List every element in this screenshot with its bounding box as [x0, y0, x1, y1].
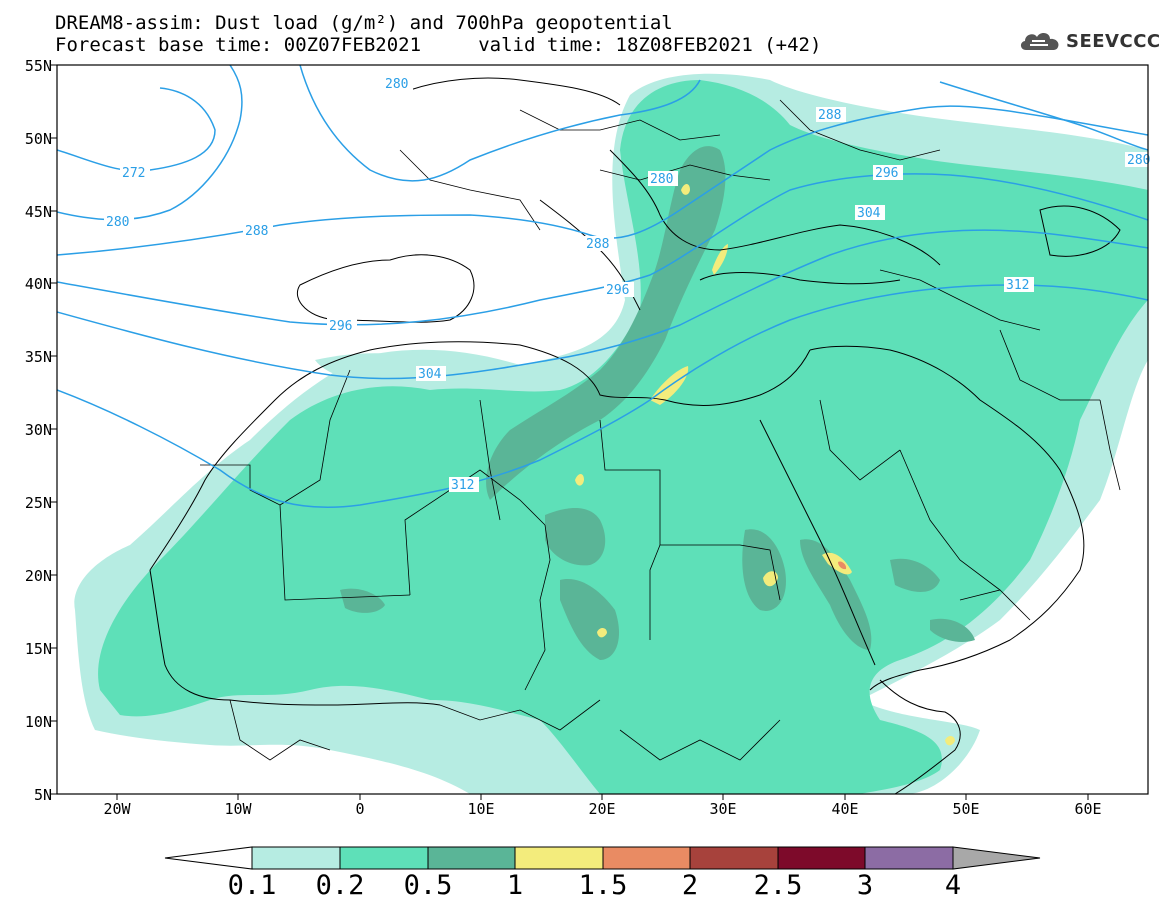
lat-label: 30N [24, 421, 52, 439]
contour-label-288: 288 [586, 237, 609, 252]
contour-labels: 272 280 280 288 280 288 288 296 296 304 … [104, 76, 1150, 493]
lat-label: 10N [24, 713, 52, 731]
contour-label-304: 304 [418, 367, 442, 382]
lon-label: 50E [952, 800, 980, 818]
colorbar-label: 4 [944, 870, 962, 901]
colorbar-label: 2 [681, 870, 699, 901]
lon-label: 10W [224, 800, 252, 818]
colorbar-swatch [602, 846, 691, 870]
colorbar-swatch [251, 846, 341, 870]
colorbar [164, 846, 1041, 870]
dust-level-1.5 [838, 561, 847, 570]
contour-label-288: 288 [245, 224, 268, 239]
colorbar-high-arrow [952, 846, 1041, 870]
colorbar-swatch [864, 846, 954, 870]
colorbar-low-arrow [164, 846, 253, 870]
colorbar-swatch [427, 846, 516, 870]
colorbar-label: 0.1 [227, 870, 277, 901]
lon-label: 30E [709, 800, 737, 818]
contour-label-296: 296 [329, 319, 352, 334]
lat-label: 35N [24, 348, 52, 366]
lat-label: 50N [24, 130, 52, 148]
lat-label: 15N [24, 640, 52, 658]
lon-label: 60E [1074, 800, 1102, 818]
contour-label-288: 288 [818, 108, 841, 123]
contour-label-296-east: 296 [875, 166, 898, 181]
contour-label-304: 304 [857, 206, 881, 221]
colorbar-swatch [777, 846, 866, 870]
axis-ticks [51, 64, 1089, 800]
colorbar-label: 1.5 [578, 870, 628, 901]
contour-label-280: 280 [385, 77, 408, 92]
colorbar-swatch [689, 846, 779, 870]
lat-label: 55N [24, 57, 52, 75]
lon-label: 20E [588, 800, 616, 818]
map-title: DREAM8-assim: Dust load (g/m²) and 700hP… [55, 12, 673, 34]
contour-label-280: 280 [1127, 153, 1150, 168]
forecast-time-subtitle: Forecast base time: 00Z07FEB2021 valid t… [55, 34, 822, 56]
contour-label-280: 280 [106, 215, 129, 230]
lat-label: 25N [24, 494, 52, 512]
country-borders [200, 99, 1121, 761]
colorbar-label: 2.5 [753, 870, 803, 901]
contour-label-272: 272 [122, 166, 145, 181]
geopotential-contours [57, 65, 1148, 508]
contour-label-312: 312 [1006, 278, 1029, 293]
dust-level-0.2 [98, 80, 1148, 794]
lon-label: 20W [103, 800, 131, 818]
lat-label: 5N [33, 786, 52, 804]
dust-level-0.5 [340, 146, 975, 660]
contour-label-296: 296 [606, 283, 629, 298]
plot-area [57, 65, 1148, 794]
colorbar-label: 0.5 [403, 870, 453, 901]
contour-label-280: 280 [650, 172, 673, 187]
colorbar-label: 3 [856, 870, 874, 901]
colorbar-swatch [339, 846, 429, 870]
colorbar-swatch [514, 846, 604, 870]
colorbar-label: 0.2 [315, 870, 365, 901]
logo-text: SEEVCCC [1066, 30, 1161, 52]
contour-label-312: 312 [451, 478, 474, 493]
colorbar-label: 1 [506, 870, 524, 901]
lat-label: 45N [24, 203, 52, 221]
lon-label: 10E [467, 800, 495, 818]
lon-label: 40E [831, 800, 859, 818]
lat-label: 40N [24, 275, 52, 293]
lon-label: 0 [355, 800, 365, 818]
seevccc-logo: SEEVCCC [1018, 24, 1161, 58]
lat-label: 20N [24, 567, 52, 585]
cloud-icon [1020, 33, 1059, 50]
